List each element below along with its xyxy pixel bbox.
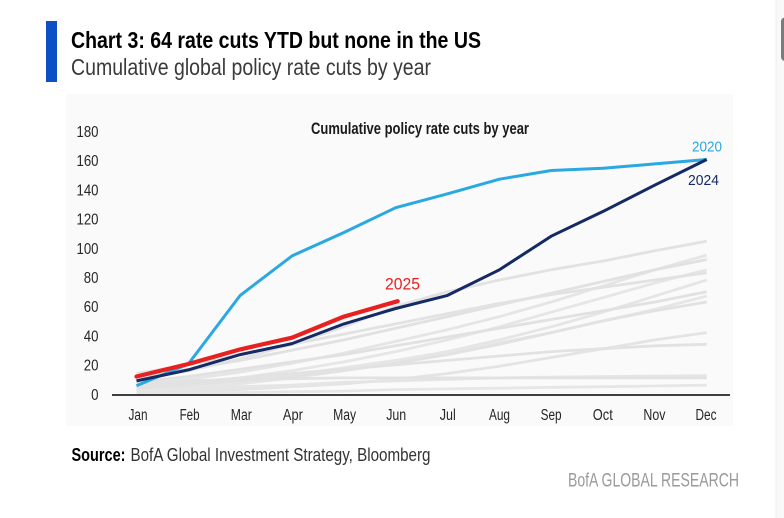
- svg-text:Chart 3: 64 rate cuts YTD but: Chart 3: 64 rate cuts YTD but none in th…: [71, 27, 481, 53]
- svg-text:Cumulative policy rate cuts by: Cumulative policy rate cuts by year: [311, 120, 529, 138]
- svg-text:2024: 2024: [688, 173, 719, 189]
- svg-text:0: 0: [91, 387, 99, 404]
- svg-text:120: 120: [77, 212, 99, 229]
- svg-text:BofA GLOBAL RESEARCH: BofA GLOBAL RESEARCH: [568, 469, 739, 491]
- svg-text:80: 80: [84, 270, 99, 287]
- svg-text:Feb: Feb: [180, 407, 200, 424]
- svg-text:140: 140: [77, 182, 99, 199]
- svg-text:2025: 2025: [385, 275, 420, 294]
- svg-text:Source:: Source:: [72, 445, 126, 465]
- svg-text:Dec: Dec: [696, 407, 717, 424]
- svg-text:May: May: [333, 407, 356, 424]
- svg-text:BofA Global Investment Strateg: BofA Global Investment Strategy, Bloombe…: [131, 445, 431, 465]
- svg-text:Jan: Jan: [129, 407, 148, 424]
- svg-text:20: 20: [84, 358, 99, 375]
- svg-text:Aug: Aug: [489, 407, 510, 424]
- svg-text:180: 180: [77, 124, 99, 141]
- svg-text:Cumulative global policy rate: Cumulative global policy rate cuts by ye…: [71, 54, 431, 80]
- svg-text:2020: 2020: [692, 140, 722, 156]
- svg-text:40: 40: [84, 329, 99, 346]
- svg-text:Sep: Sep: [541, 407, 562, 424]
- svg-text:Apr: Apr: [283, 407, 303, 424]
- svg-text:Oct: Oct: [593, 407, 614, 424]
- svg-text:Jun: Jun: [386, 407, 406, 424]
- svg-text:Mar: Mar: [231, 407, 252, 424]
- svg-text:160: 160: [77, 153, 99, 170]
- svg-text:60: 60: [84, 299, 99, 316]
- svg-text:Nov: Nov: [643, 407, 665, 424]
- svg-text:100: 100: [77, 241, 99, 258]
- svg-text:Jul: Jul: [440, 407, 456, 424]
